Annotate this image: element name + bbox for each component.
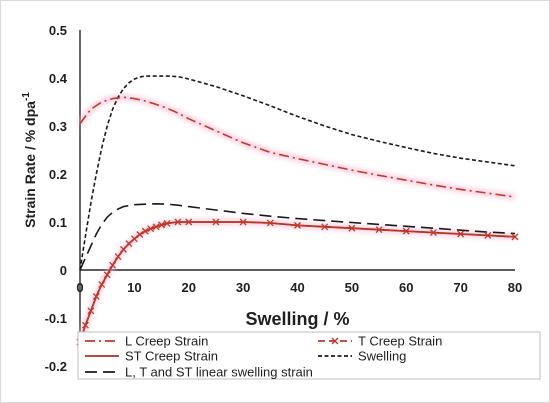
legend-item: L, T and ST linear swelling strain	[85, 365, 313, 380]
legend-item: T Creep Strain	[318, 334, 442, 349]
series-point	[92, 292, 100, 300]
legend-item: ST Creep Strain	[85, 349, 218, 364]
series-point	[158, 221, 166, 229]
series-point	[185, 218, 193, 226]
x-tick-label: 80	[508, 280, 522, 295]
series-point	[375, 226, 383, 234]
y-axis-label: Strain Rate / % dpa-1	[21, 92, 38, 228]
series-point	[163, 219, 171, 227]
legend-box	[77, 331, 541, 380]
series-point	[98, 280, 106, 288]
series-point	[266, 219, 274, 227]
y-axis-label-superscript: -1	[21, 92, 32, 101]
legend-label: L, T and ST linear swelling strain	[125, 365, 313, 380]
series-point	[120, 245, 127, 253]
y-tick-label: -0.1	[45, 311, 67, 326]
x-tick-label: 60	[399, 280, 413, 295]
series-point	[103, 271, 111, 279]
x-tick-label: 70	[453, 280, 467, 295]
x-tick-label: 30	[236, 280, 250, 295]
legend-label: L Creep Strain	[125, 334, 208, 349]
series-point	[125, 240, 133, 248]
series-point	[174, 218, 182, 226]
y-tick-label: 0.4	[49, 71, 68, 86]
series-point	[109, 261, 117, 269]
x-tick-label: 0	[76, 280, 83, 295]
series-point	[402, 227, 410, 235]
series-point	[130, 235, 138, 243]
axes	[79, 30, 515, 366]
series-line	[79, 75, 516, 271]
series-point	[429, 229, 437, 237]
x-tick-label: 40	[290, 280, 304, 295]
series-point	[484, 231, 492, 239]
y-tick-label: 0.1	[49, 215, 67, 230]
series-point	[239, 218, 247, 226]
series-layer	[76, 75, 519, 346]
series-point	[212, 218, 220, 226]
series-point	[147, 225, 155, 233]
y-tick-label: 0.2	[49, 167, 67, 182]
series-point	[321, 223, 329, 231]
x-tick-label: 50	[345, 280, 359, 295]
series-line	[79, 203, 516, 271]
series-point	[294, 221, 301, 229]
legend-item: L Creep Strain	[85, 334, 208, 349]
series-halo	[77, 93, 516, 201]
legend-label: ST Creep Strain	[125, 349, 218, 364]
x-tick-label: 20	[182, 280, 196, 295]
x-axis-label: Swelling / %	[245, 309, 349, 329]
series-point	[152, 223, 160, 231]
y-tick-label: 0	[60, 263, 67, 278]
series-point	[511, 233, 519, 241]
y-tick-label: 0.5	[49, 23, 67, 38]
legend-label: T Creep Strain	[358, 334, 442, 349]
legend-label: Swelling	[358, 349, 406, 364]
series-point	[457, 230, 465, 238]
series-point	[136, 231, 144, 238]
legend: L Creep Strain T Creep Strain ST Creep Str…	[77, 331, 541, 380]
series-point	[348, 224, 356, 232]
tick-labels: 0 10 20 30 40 50 60 70 80 -0.2 -0.1 0 0.1 0.2 0.3 0.4 0.…	[45, 23, 523, 374]
y-axis-label-main: Strain Rate / % dpa	[22, 101, 38, 228]
y-tick-label: -0.2	[45, 359, 67, 374]
series-point	[141, 227, 149, 235]
series-line	[79, 96, 516, 198]
legend-item: Swelling	[318, 349, 406, 364]
series-point	[114, 253, 122, 261]
x-tick-label: 10	[127, 280, 141, 295]
y-tick-label: 0.3	[49, 119, 67, 134]
series-point	[81, 321, 89, 329]
series-point	[87, 307, 95, 315]
